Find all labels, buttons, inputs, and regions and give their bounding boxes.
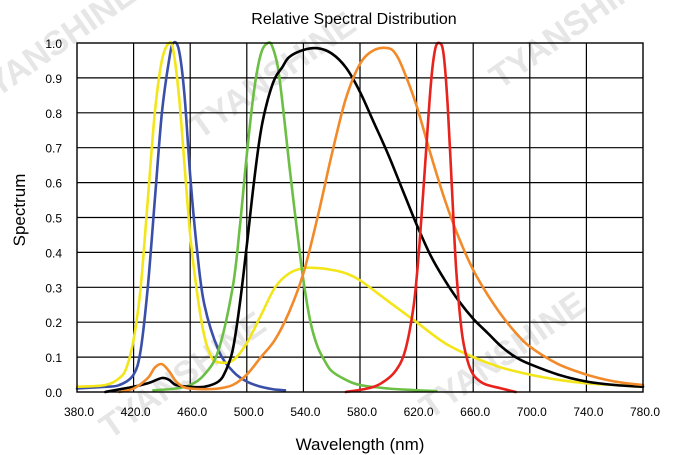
x-tick-labels: 380.0 420.0 460.0 500.0 540.0 580.0 620.0 660.0… [64,405,660,419]
y-tick-label: 0.4 [45,246,62,260]
plot-frame [76,42,644,393]
y-tick-label: 0.9 [45,72,62,86]
x-tick-label: 460.0 [177,405,207,419]
x-axis-label: Wavelength (nm) [296,435,425,454]
x-tick-label: 740.0 [573,405,603,419]
x-tick-label: 580.0 [347,405,377,419]
x-tick-label: 620.0 [404,405,434,419]
watermark: TYANSHINE [413,285,593,427]
y-tick-label: 0.3 [45,281,62,295]
y-tick-labels: 0.0 0.1 0.2 0.3 0.4 0.5 0.6 0.7 0.8 0.9 1.0 [45,37,62,400]
x-tick-label: 700.0 [517,405,547,419]
x-tick-label: 780.0 [630,405,660,419]
x-tick-label: 420.0 [121,405,151,419]
y-axis-label: Spectrum [10,174,29,247]
x-tick-label: 660.0 [460,405,490,419]
watermark: TYANSHINE [483,0,663,97]
series-line-orange [118,46,645,394]
y-tick-label: 0.0 [45,386,62,400]
y-tick-label: 0.1 [45,351,62,365]
series-layer [75,40,645,394]
series-line-red [344,41,517,394]
y-tick-label: 0.7 [45,142,62,156]
series-line-black [104,46,645,394]
y-tick-label: 0.8 [45,107,62,121]
y-tick-label: 0.2 [45,316,62,330]
y-tick-label: 0.6 [45,177,62,191]
series-line-yellow [75,40,645,389]
x-tick-label: 380.0 [64,405,94,419]
x-tick-label: 500.0 [234,405,264,419]
x-tick-label: 540.0 [290,405,320,419]
grid [77,43,643,392]
watermark: TYANSHINE [0,0,143,117]
series-line-blue [75,40,287,392]
y-tick-label: 1.0 [45,37,62,51]
series-line-green [152,41,438,393]
y-tick-label: 0.5 [45,212,62,226]
chart-title: Relative Spectral Distribution [251,11,456,28]
